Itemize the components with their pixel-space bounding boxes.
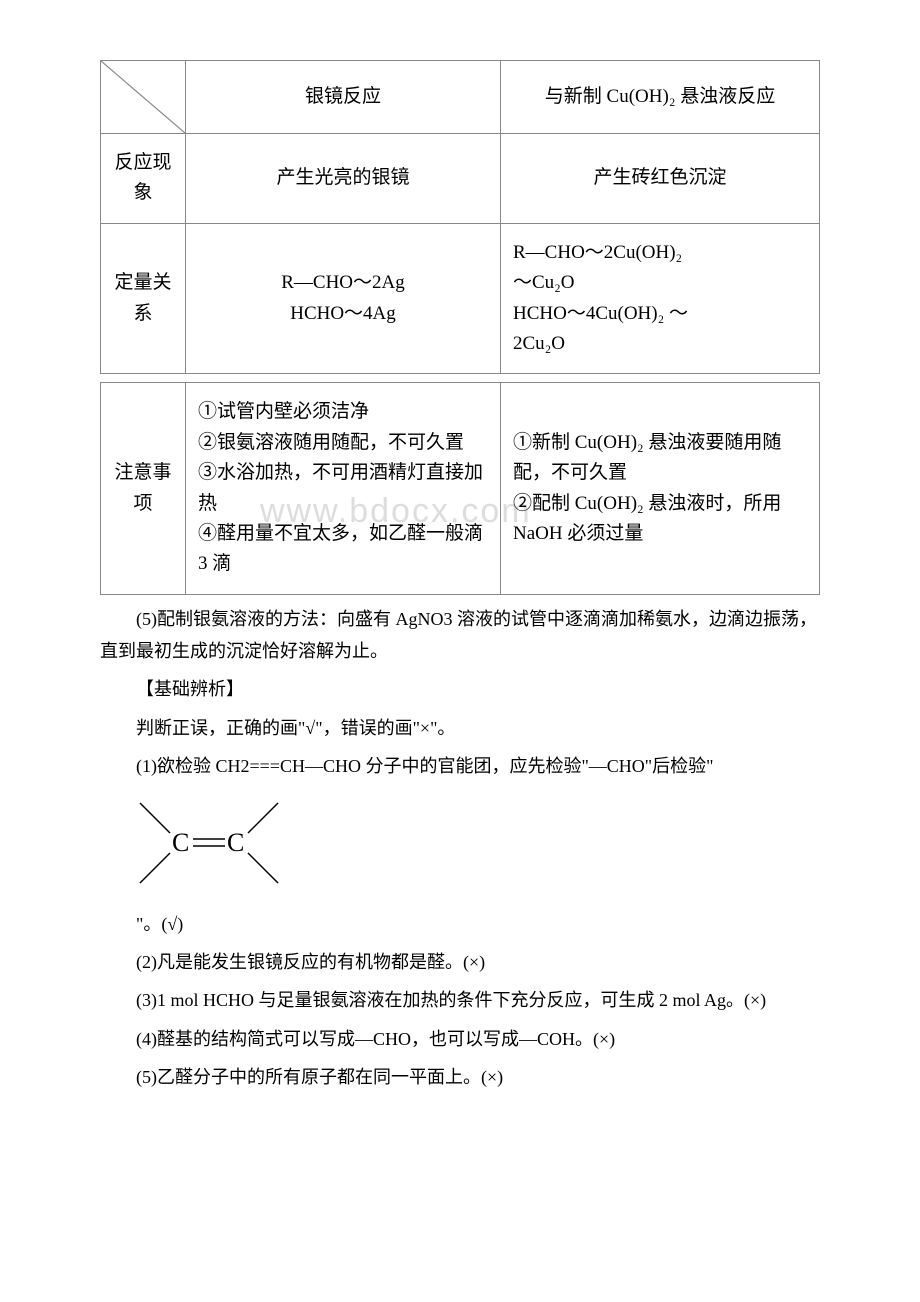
notes-cuoh2-1: ①新制 Cu(OH)₂ 悬浊液要随用随配，不可久置 — [513, 432, 781, 483]
comparison-table-2: 注意事项 ①试管内壁必须洁净 ②银氨溶液随用随配，不可久置 ③水浴加热，不可用酒… — [100, 382, 820, 594]
notes-silver-1: ①试管内壁必须洁净 — [198, 401, 369, 422]
row-label-quantitative: 定量关系 — [101, 223, 186, 374]
quant-cuoh2-line4: 2Cu₂O — [513, 333, 565, 354]
carbon-1: C — [172, 828, 189, 857]
question-3: (3)1 mol HCHO 与足量银氨溶液在加热的条件下充分反应，可生成 2 m… — [100, 984, 820, 1016]
quant-silver-line1: R—CHO～2Ag — [281, 272, 405, 293]
quant-silver-line2: HCHO～4Ag — [290, 303, 396, 324]
question-4: (4)醛基的结构简式可以写成—CHO，也可以写成—COH。(×) — [100, 1023, 820, 1055]
double-bond-diagram: C C — [130, 793, 820, 898]
cell-notes-cuoh2: ①新制 Cu(OH)₂ 悬浊液要随用随配，不可久置 ②配制 Cu(OH)₂ 悬浊… — [501, 383, 820, 594]
notes-silver-2: ②银氨溶液随用随配，不可久置 — [198, 432, 464, 453]
cell-quant-silver: R—CHO～2Ag HCHO～4Ag — [186, 223, 501, 374]
diagonal-header-cell — [101, 61, 186, 134]
col-header-silver: 银镜反应 — [186, 61, 501, 134]
quant-cuoh2-line2: ～Cu₂O — [513, 272, 575, 293]
quant-cuoh2-line1: R—CHO～2Cu(OH)₂ — [513, 242, 682, 263]
question-2: (2)凡是能发生银镜反应的有机物都是醛。(×) — [100, 946, 820, 978]
notes-cuoh2-2: ②配制 Cu(OH)₂ 悬浊液时，所用 NaOH 必须过量 — [513, 493, 781, 544]
carbon-2: C — [227, 828, 244, 857]
question-1-part1: (1)欲检验 CH2===CH—CHO 分子中的官能团，应先检验"—CHO"后检… — [100, 750, 820, 782]
cell-quant-cuoh2: R—CHO～2Cu(OH)₂ ～Cu₂O HCHO～4Cu(OH)₂ ～ 2Cu… — [501, 223, 820, 374]
row-label-notes: 注意事项 — [101, 383, 186, 594]
question-5: (5)乙醛分子中的所有原子都在同一平面上。(×) — [100, 1061, 820, 1093]
section-title: 【基础辨析】 — [100, 673, 820, 705]
question-1-part2: "。(√) — [100, 908, 820, 940]
row-label-phenomenon: 反应现象 — [101, 134, 186, 224]
notes-silver-3: ③水浴加热，不可用酒精灯直接加热 — [198, 462, 483, 513]
paragraph-5: (5)配制银氨溶液的方法：向盛有 AgNO3 溶液的试管中逐滴滴加稀氨水，边滴边… — [100, 603, 820, 668]
cell-phenomenon-cuoh2: 产生砖红色沉淀 — [501, 134, 820, 224]
notes-silver-4: ④醛用量不宜太多，如乙醛一般滴 3 滴 — [198, 523, 483, 574]
cell-phenomenon-silver: 产生光亮的银镜 — [186, 134, 501, 224]
comparison-table-1: 银镜反应 与新制 Cu(OH)₂ 悬浊液反应 反应现象 产生光亮的银镜 产生砖红… — [100, 60, 820, 374]
quant-cuoh2-line3: HCHO～4Cu(OH)₂ ～ — [513, 303, 688, 324]
cell-notes-silver: ①试管内壁必须洁净 ②银氨溶液随用随配，不可久置 ③水浴加热，不可用酒精灯直接加… — [186, 383, 501, 594]
col-header-cuoh2: 与新制 Cu(OH)₂ 悬浊液反应 — [501, 61, 820, 134]
instruction-text: 判断正误，正确的画"√"，错误的画"×"。 — [100, 712, 820, 744]
